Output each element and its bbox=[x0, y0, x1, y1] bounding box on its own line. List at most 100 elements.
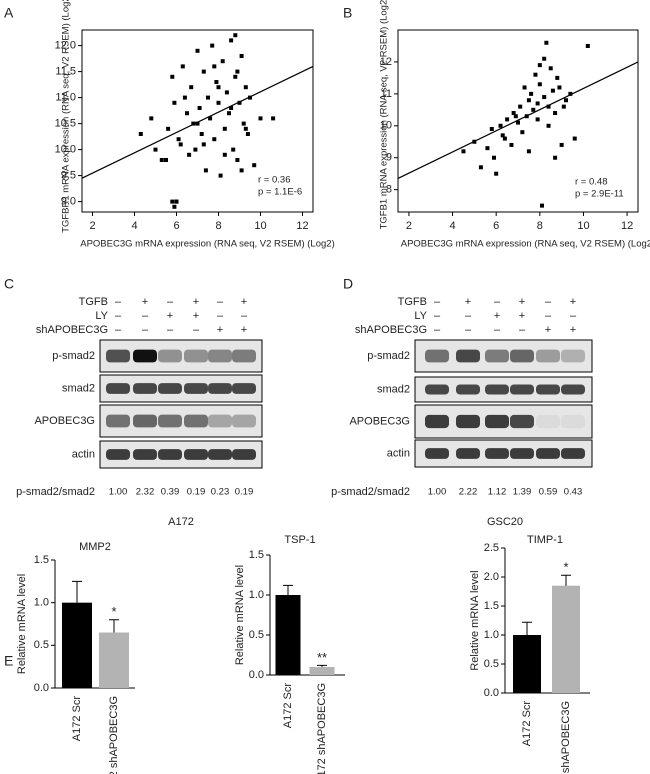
point bbox=[201, 69, 206, 74]
band bbox=[232, 414, 256, 428]
x-tick-label: A172 Scr bbox=[282, 683, 294, 729]
blot-row-label: smad2 bbox=[62, 382, 95, 394]
point bbox=[557, 85, 562, 90]
point bbox=[561, 104, 566, 109]
y-tick-label: 9.5 bbox=[61, 170, 76, 182]
point bbox=[271, 116, 276, 121]
point bbox=[153, 147, 158, 152]
plot-frame bbox=[81, 29, 314, 213]
annotation: p = 1.1E-6 bbox=[258, 187, 302, 198]
point bbox=[222, 152, 227, 157]
treatment-label: shAPOBEC3G bbox=[36, 324, 108, 336]
treatment-sign: – bbox=[434, 324, 441, 336]
x-tick-label: A172 shAPOBEC3G bbox=[108, 696, 120, 774]
treatment-label: TGFB bbox=[79, 296, 108, 308]
point bbox=[548, 66, 553, 71]
x-tick-label: 6 bbox=[493, 220, 499, 232]
y-tick-label: 1.5 bbox=[484, 600, 499, 612]
point bbox=[172, 204, 177, 209]
point bbox=[239, 168, 244, 173]
y-tick-label: 1.0 bbox=[34, 597, 49, 609]
point bbox=[572, 136, 577, 141]
band bbox=[510, 448, 534, 459]
band bbox=[158, 449, 182, 460]
band bbox=[232, 449, 256, 460]
band bbox=[106, 383, 130, 394]
band bbox=[208, 383, 232, 394]
x-axis-label: APOBEC3G mRNA expression (RNA seq, V2 RS… bbox=[401, 239, 650, 250]
point bbox=[170, 74, 175, 79]
point bbox=[535, 101, 540, 106]
band bbox=[510, 414, 534, 429]
point bbox=[489, 126, 494, 131]
ratio-value: 1.12 bbox=[488, 487, 507, 498]
y-axis-label: Relative mRNA level bbox=[234, 565, 246, 665]
point bbox=[149, 116, 154, 121]
y-tick-label: 0.0 bbox=[484, 687, 499, 699]
point bbox=[531, 107, 536, 112]
band bbox=[158, 349, 182, 363]
point bbox=[170, 199, 175, 204]
treatment-sign: + bbox=[570, 296, 576, 308]
point bbox=[485, 146, 490, 151]
band bbox=[456, 448, 480, 459]
bar bbox=[552, 585, 580, 693]
point bbox=[533, 72, 538, 77]
point bbox=[542, 56, 547, 61]
treatment-sign: – bbox=[115, 310, 122, 322]
point bbox=[176, 137, 181, 142]
point bbox=[201, 142, 206, 147]
y-tick-label: 10.0 bbox=[55, 144, 76, 156]
trendline bbox=[81, 65, 314, 179]
point bbox=[585, 43, 590, 48]
ratio-value: 2.22 bbox=[459, 487, 478, 498]
point bbox=[235, 158, 240, 162]
treatment-sign: – bbox=[570, 310, 577, 322]
point bbox=[166, 126, 171, 131]
point bbox=[555, 75, 560, 80]
x-axis-label: APOBEC3G mRNA expression (RNA seq, V2 RS… bbox=[80, 239, 334, 250]
band bbox=[184, 383, 208, 394]
y-tick-label: 1.5 bbox=[249, 549, 264, 561]
point bbox=[180, 64, 185, 69]
bar bbox=[62, 602, 92, 688]
point bbox=[252, 163, 257, 168]
y-tick-label: 0.5 bbox=[34, 639, 49, 651]
cell-line: A172 bbox=[168, 516, 194, 528]
ratio-value: 0.19 bbox=[235, 487, 254, 498]
panel-label: A bbox=[4, 5, 14, 21]
blot-row-label: APOBEC3G bbox=[349, 415, 410, 427]
point bbox=[542, 95, 547, 100]
treatment-sign: – bbox=[494, 324, 501, 336]
treatment-sign: + bbox=[217, 324, 223, 336]
band bbox=[425, 448, 449, 459]
blot-row-label: p-smad2 bbox=[52, 350, 95, 362]
treatment-sign: + bbox=[545, 324, 551, 336]
point bbox=[220, 59, 225, 64]
point bbox=[239, 54, 244, 58]
point bbox=[210, 43, 215, 48]
cell-line: GSC20 bbox=[487, 516, 523, 528]
treatment-sign: + bbox=[494, 310, 500, 322]
point bbox=[553, 111, 558, 116]
point bbox=[492, 155, 496, 160]
point bbox=[212, 64, 217, 69]
band bbox=[208, 349, 232, 363]
y-tick-label: 8 bbox=[386, 184, 392, 196]
error-bar bbox=[561, 574, 571, 586]
significance-label: * bbox=[563, 560, 568, 575]
band bbox=[536, 384, 560, 395]
panel-label: B bbox=[343, 5, 352, 21]
significance-label: * bbox=[111, 604, 116, 619]
band bbox=[485, 414, 509, 429]
blot-row-label: actin bbox=[72, 448, 95, 460]
band bbox=[232, 349, 256, 363]
point bbox=[526, 98, 531, 103]
x-tick-label: 12 bbox=[621, 220, 633, 232]
error-bar bbox=[317, 664, 327, 667]
treatment-sign: – bbox=[434, 296, 441, 308]
band bbox=[456, 414, 480, 429]
band bbox=[456, 384, 480, 395]
point bbox=[182, 95, 187, 100]
band bbox=[425, 349, 449, 363]
